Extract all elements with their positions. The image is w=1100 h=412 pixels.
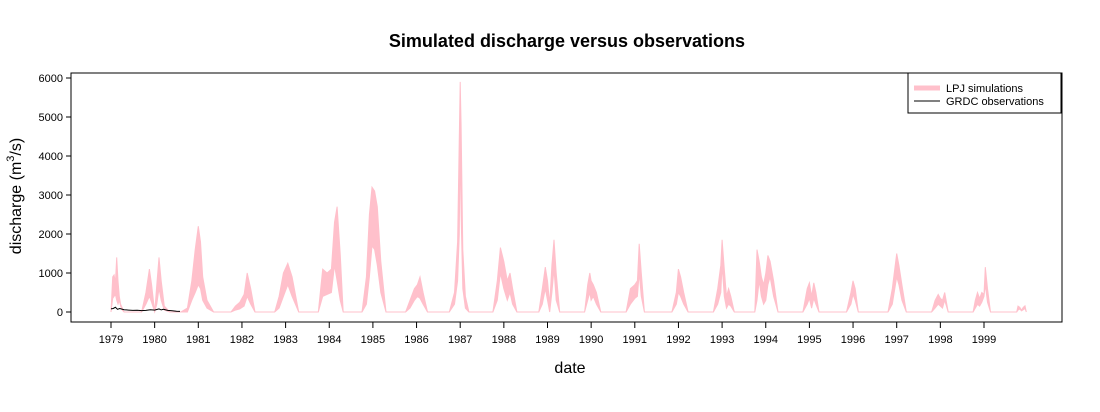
y-tick-label: 4000 — [39, 151, 63, 163]
chart-title: Simulated discharge versus observations — [389, 31, 745, 51]
y-tick-label: 0 — [57, 307, 63, 319]
y-axis-title-suffix: /s) — [8, 138, 25, 156]
x-axis: 1979 1980 1981 1982 1983 1984 1985 1986 1987 1988… — [99, 321, 996, 346]
x-tick-label: 1979 — [99, 334, 123, 346]
x-tick-label: 1986 — [404, 334, 428, 346]
y-tick-label: 1000 — [39, 268, 63, 280]
y-tick-label: 5000 — [39, 112, 63, 124]
observation-line-layer — [110, 306, 181, 312]
series-band-lpj-simulations — [110, 81, 1027, 314]
x-tick-label: 1993 — [710, 334, 734, 346]
x-tick-label: 1998 — [928, 334, 952, 346]
x-tick-label: 1995 — [797, 334, 821, 346]
x-tick-label: 1999 — [972, 334, 996, 346]
x-tick-label: 1994 — [754, 334, 778, 346]
y-tick-label: 2000 — [39, 229, 63, 241]
y-axis-title-prefix: discharge (m — [8, 162, 25, 254]
y-tick-label: 6000 — [39, 73, 63, 85]
y-axis: 0 1000 2000 3000 4000 5000 6000 — [39, 73, 71, 319]
legend-label-simulations: LPJ simulations — [946, 83, 1024, 95]
simulation-band-layer — [110, 81, 1027, 314]
x-tick-label: 1985 — [361, 334, 385, 346]
series-line-grdc-observations — [110, 306, 181, 312]
x-tick-label: 1988 — [492, 334, 516, 346]
x-tick-label: 1989 — [535, 334, 559, 346]
x-tick-label: 1996 — [841, 334, 865, 346]
y-axis-title-superscript: 3 — [5, 156, 17, 162]
y-tick-label: 3000 — [39, 190, 63, 202]
x-tick-label: 1981 — [186, 334, 210, 346]
legend-box — [907, 72, 1062, 114]
x-tick-label: 1992 — [666, 334, 690, 346]
x-tick-label: 1991 — [623, 334, 647, 346]
x-tick-label: 1997 — [884, 334, 908, 346]
x-tick-label: 1983 — [273, 334, 297, 346]
y-axis-title: discharge (m3/s) — [5, 138, 25, 254]
x-tick-label: 1980 — [142, 334, 166, 346]
x-tick-label: 1982 — [230, 334, 254, 346]
x-axis-title: date — [554, 360, 585, 377]
x-tick-label: 1990 — [579, 334, 603, 346]
x-tick-label: 1984 — [317, 334, 341, 346]
x-tick-label: 1987 — [448, 334, 472, 346]
legend-label-observations: GRDC observations — [946, 96, 1044, 108]
legend: LPJ simulations GRDC observations — [907, 72, 1062, 114]
